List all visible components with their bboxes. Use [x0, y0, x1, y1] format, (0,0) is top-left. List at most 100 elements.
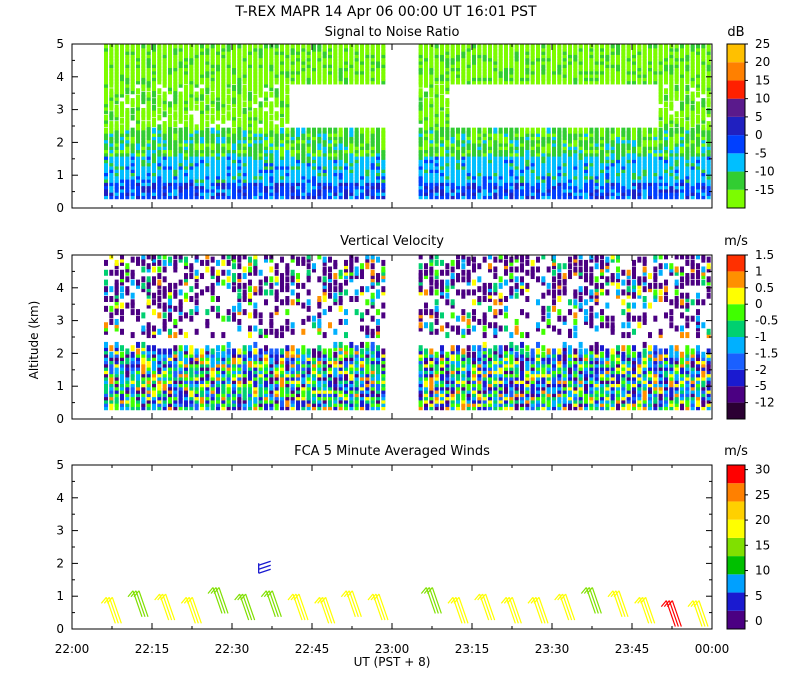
snr-cell — [674, 52, 679, 59]
snr-cell — [328, 127, 332, 134]
velocity-cell — [168, 289, 172, 296]
snr-cell — [653, 144, 658, 151]
snr-cell — [312, 134, 316, 141]
snr-cell — [370, 163, 375, 170]
snr-cell — [338, 173, 343, 180]
snr-cell — [290, 45, 295, 52]
velocity-cell — [114, 400, 119, 407]
velocity-cell — [248, 279, 252, 286]
snr-cell — [669, 44, 674, 49]
snr-cell — [424, 62, 428, 69]
velocity-cell — [232, 279, 236, 286]
snr-cell — [610, 137, 615, 144]
snr-cell — [482, 189, 487, 196]
snr-cell — [429, 98, 434, 105]
snr-cell — [509, 48, 514, 55]
velocity-cell — [120, 361, 124, 368]
snr-cell — [157, 147, 162, 154]
snr-cell — [210, 180, 215, 187]
snr-cell — [632, 55, 636, 62]
snr-cell — [333, 173, 338, 180]
snr-cell — [488, 68, 492, 75]
snr-cell — [162, 189, 167, 196]
snr-cell — [290, 160, 295, 167]
snr-cell — [210, 101, 215, 108]
velocity-cell — [205, 345, 210, 352]
snr-cell — [424, 180, 428, 187]
snr-cell — [616, 48, 620, 55]
velocity-cell — [221, 400, 226, 407]
snr-cell — [280, 147, 284, 154]
snr-cell — [221, 193, 226, 200]
velocity-cell — [146, 266, 151, 273]
snr-cell — [381, 150, 386, 157]
velocity-cell — [162, 384, 167, 391]
snr-cell — [488, 163, 492, 170]
snr-cell — [296, 180, 300, 187]
snr-cell — [232, 140, 236, 147]
snr-cell — [557, 186, 562, 193]
snr-cell — [162, 104, 167, 111]
velocity-cell — [162, 348, 167, 355]
snr-cell — [285, 150, 290, 157]
velocity-cell — [205, 351, 210, 358]
snr-cell — [130, 180, 135, 187]
snr-cell — [626, 170, 631, 177]
snr-cell — [120, 101, 124, 108]
velocity-cell — [173, 397, 178, 404]
y-tick-label: 5 — [56, 37, 64, 51]
snr-cell — [706, 98, 711, 105]
snr-cell — [552, 127, 556, 134]
snr-cell — [434, 55, 439, 62]
velocity-cell — [162, 322, 167, 329]
snr-cell — [573, 147, 578, 154]
snr-cell — [648, 180, 652, 187]
snr-cell — [626, 68, 631, 75]
snr-cell — [658, 140, 663, 147]
snr-cell — [685, 101, 690, 108]
snr-cell — [594, 55, 599, 62]
snr-cell — [477, 144, 482, 151]
snr-cell — [232, 45, 236, 52]
snr-cell — [632, 78, 636, 85]
snr-cell — [152, 147, 156, 154]
snr-cell — [125, 81, 130, 88]
snr-cell — [125, 170, 130, 177]
snr-cell — [226, 150, 231, 157]
snr-cell — [648, 170, 652, 177]
snr-cell — [616, 176, 620, 183]
velocity-cell — [194, 292, 199, 299]
snr-cell — [578, 65, 583, 72]
snr-cell — [429, 78, 434, 85]
snr-cell — [290, 170, 295, 177]
snr-cell — [370, 45, 375, 52]
snr-cell — [418, 111, 423, 118]
snr-cell — [104, 71, 108, 78]
snr-cell — [562, 71, 567, 78]
snr-cell — [290, 65, 295, 72]
snr-cell — [626, 45, 631, 52]
snr-cell — [120, 71, 124, 78]
velocity-cell — [221, 378, 226, 384]
snr-cell — [664, 130, 668, 137]
snr-cell — [322, 173, 327, 180]
snr-cell — [248, 124, 252, 131]
velocity-cell — [184, 371, 188, 378]
snr-cell — [658, 45, 663, 52]
snr-cell — [525, 183, 530, 190]
snr-cell — [109, 88, 114, 95]
snr-cell — [125, 71, 130, 78]
snr-cell — [104, 55, 108, 62]
snr-cell — [525, 180, 530, 187]
velocity-cell — [178, 400, 183, 407]
snr-cell — [344, 140, 348, 147]
snr-cell — [317, 75, 322, 82]
snr-cell — [157, 193, 162, 200]
snr-cell — [152, 134, 156, 141]
velocity-cell — [242, 404, 247, 411]
snr-cell — [205, 150, 210, 157]
velocity-cell — [210, 351, 215, 358]
snr-cell — [546, 183, 551, 190]
snr-cell — [136, 150, 140, 157]
velocity-cell — [104, 286, 108, 293]
